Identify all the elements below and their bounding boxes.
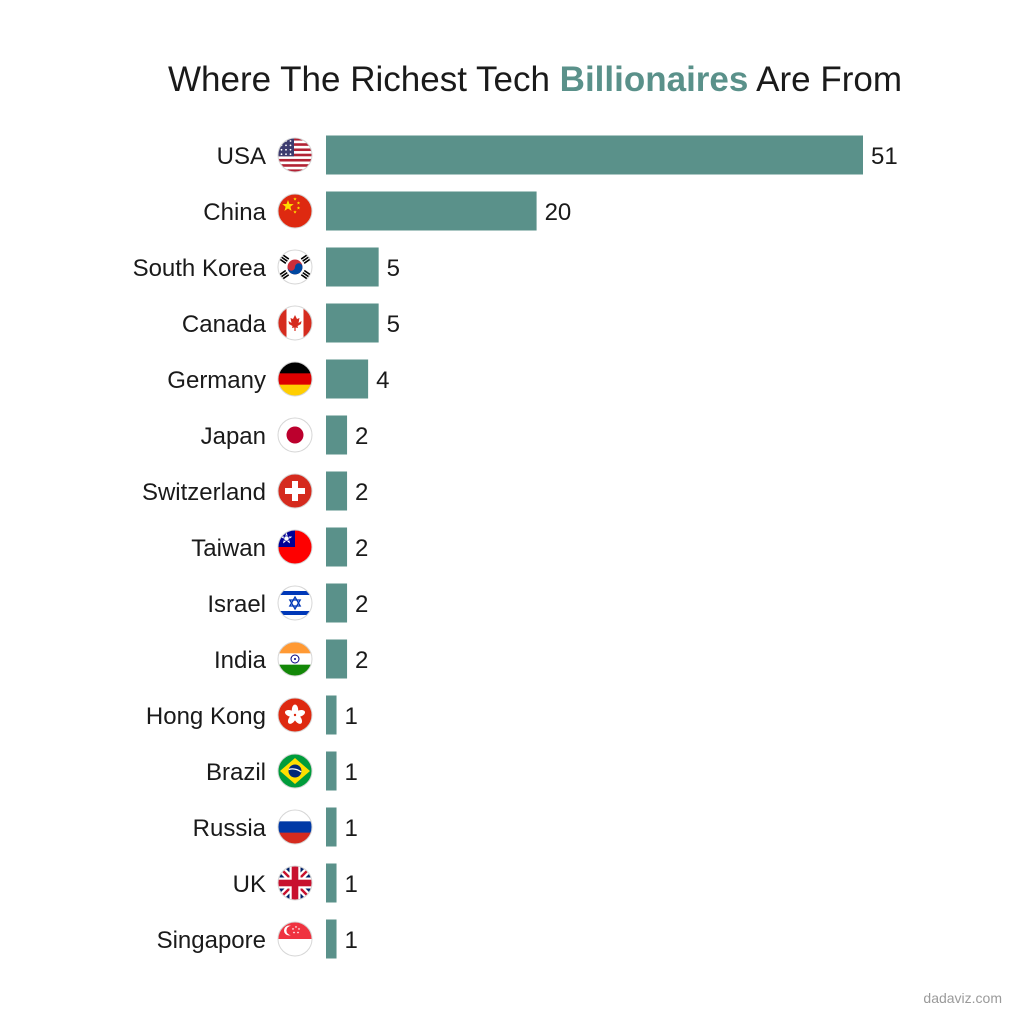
russia-flag-icon <box>277 809 313 845</box>
value-label-india: 2 <box>355 647 368 674</box>
category-label-israel: Israel <box>207 591 266 618</box>
usa-flag-icon <box>277 137 313 173</box>
value-label-uk: 1 <box>345 871 358 898</box>
taiwan-flag-icon <box>277 529 313 565</box>
germany-flag-icon <box>277 361 313 397</box>
hong-kong-flag-icon <box>277 697 313 733</box>
singapore-flag-icon <box>277 921 313 957</box>
bar-uk <box>326 863 337 903</box>
title-part-3: Are From <box>748 60 902 99</box>
bar-israel <box>326 583 348 623</box>
value-label-israel: 2 <box>355 591 368 618</box>
value-label-russia: 1 <box>345 815 358 842</box>
value-label-usa: 51 <box>871 143 898 170</box>
india-flag-icon <box>277 641 313 677</box>
category-label-singapore: Singapore <box>157 927 266 954</box>
bar-south-korea <box>326 247 379 287</box>
bar-brazil <box>326 751 337 791</box>
chart-title: Where The Richest Tech Billionaires Are … <box>0 60 1024 100</box>
category-label-russia: Russia <box>193 815 267 842</box>
bar-japan <box>326 415 348 455</box>
category-label-brazil: Brazil <box>206 759 266 786</box>
bar-india <box>326 639 348 679</box>
china-flag-icon <box>277 193 313 229</box>
category-label-japan: Japan <box>201 423 266 450</box>
category-label-uk: UK <box>233 871 266 898</box>
value-label-switzerland: 2 <box>355 479 368 506</box>
value-label-singapore: 1 <box>345 927 358 954</box>
bar-singapore <box>326 919 337 959</box>
bar-canada <box>326 303 379 343</box>
japan-flag-icon <box>277 417 313 453</box>
value-label-japan: 2 <box>355 423 368 450</box>
value-label-canada: 5 <box>387 311 400 338</box>
title-part-1: Where The Richest Tech <box>168 60 560 99</box>
uk-flag-icon <box>277 865 313 901</box>
value-label-germany: 4 <box>376 367 389 394</box>
category-label-switzerland: Switzerland <box>142 479 266 506</box>
value-label-china: 20 <box>545 199 572 226</box>
switzerland-flag-icon <box>277 473 313 509</box>
value-label-brazil: 1 <box>345 759 358 786</box>
value-label-south-korea: 5 <box>387 255 400 282</box>
source-credit: dadaviz.com <box>923 990 1002 1006</box>
canada-flag-icon <box>277 305 313 341</box>
category-label-india: India <box>214 647 267 674</box>
category-label-south-korea: South Korea <box>133 255 267 282</box>
bar-china <box>326 191 537 231</box>
bar-russia <box>326 807 337 847</box>
bar-switzerland <box>326 471 348 511</box>
value-label-taiwan: 2 <box>355 535 368 562</box>
category-label-china: China <box>203 199 266 226</box>
title-highlight: Billionaires <box>559 60 749 99</box>
brazil-flag-icon <box>277 753 313 789</box>
category-label-germany: Germany <box>167 367 266 394</box>
bar-germany <box>326 359 369 399</box>
south-korea-flag-icon <box>277 249 313 285</box>
bar-hong-kong <box>326 695 337 735</box>
israel-flag-icon <box>277 585 313 621</box>
bar-usa <box>326 135 863 175</box>
bar-taiwan <box>326 527 348 567</box>
category-label-hong-kong: Hong Kong <box>146 703 266 730</box>
category-label-taiwan: Taiwan <box>191 535 266 562</box>
category-label-canada: Canada <box>182 311 267 338</box>
value-label-hong-kong: 1 <box>345 703 358 730</box>
category-label-usa: USA <box>217 143 266 170</box>
